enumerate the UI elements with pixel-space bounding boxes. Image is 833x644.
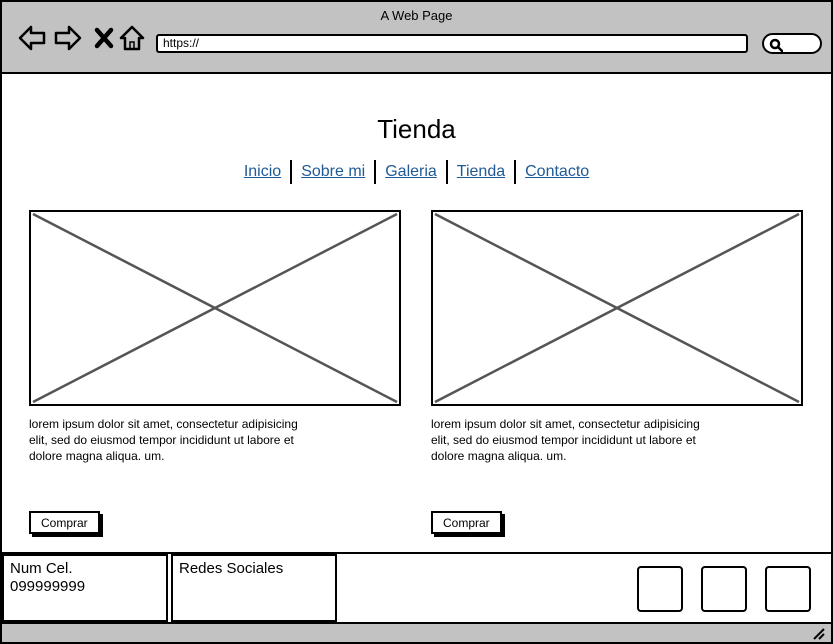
product-card: lorem ipsum dolor sit amet, consectetur … (29, 210, 401, 534)
url-input[interactable]: https:// (156, 34, 748, 53)
image-placeholder (431, 210, 803, 406)
window-title: A Web Page (380, 8, 453, 23)
status-bar (2, 622, 831, 642)
main-nav: Inicio Sobre mi Galeria Tienda Contacto (2, 160, 831, 184)
buy-button[interactable]: Comprar (29, 511, 100, 534)
nav-link-galeria[interactable]: Galeria (385, 163, 437, 180)
resize-grip-icon[interactable] (811, 626, 825, 640)
social-box: Redes Sociales (171, 554, 337, 622)
social-label: Redes Sociales (179, 560, 284, 577)
footer: Num Cel. 099999999 Redes Sociales (2, 552, 831, 622)
nav-divider (445, 160, 448, 184)
nav-divider (374, 160, 377, 184)
product-description: lorem ipsum dolor sit amet, consectetur … (29, 417, 298, 463)
back-arrow-icon[interactable] (18, 24, 46, 52)
phone-number: 099999999 (10, 578, 86, 595)
nav-divider (290, 160, 293, 184)
search-icon (769, 38, 783, 52)
phone-box: Num Cel. 099999999 (2, 554, 168, 622)
forward-arrow-icon[interactable] (54, 24, 82, 52)
social-button[interactable] (765, 566, 811, 612)
nav-link-contacto[interactable]: Contacto (525, 163, 590, 180)
nav-link-inicio[interactable]: Inicio (243, 163, 282, 180)
nav-divider (514, 160, 517, 184)
page-title: Tienda (377, 114, 456, 144)
social-button[interactable] (637, 566, 683, 612)
nav-link-tienda[interactable]: Tienda (456, 163, 506, 180)
nav-link-sobre-mi[interactable]: Sobre mi (301, 163, 366, 180)
buy-button[interactable]: Comprar (431, 511, 502, 534)
close-x-icon[interactable] (90, 24, 118, 52)
image-placeholder (29, 210, 401, 406)
browser-chrome: A Web Page https:// (2, 2, 831, 74)
product-card: lorem ipsum dolor sit amet, consectetur … (431, 210, 803, 534)
phone-label: Num Cel. (10, 560, 73, 577)
product-description: lorem ipsum dolor sit amet, consectetur … (431, 417, 700, 463)
home-icon[interactable] (118, 24, 146, 52)
social-button[interactable] (701, 566, 747, 612)
search-input[interactable] (762, 33, 822, 54)
